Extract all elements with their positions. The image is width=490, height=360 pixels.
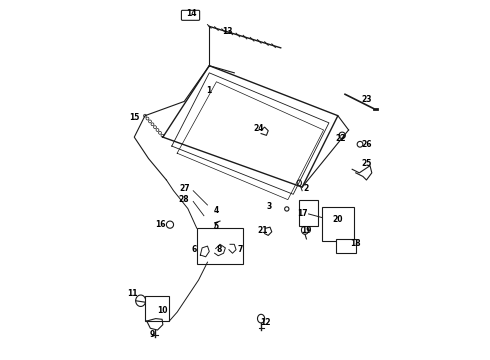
Text: 27: 27 <box>179 184 190 193</box>
Text: 13: 13 <box>222 27 232 36</box>
Bar <box>145 296 169 321</box>
Text: 16: 16 <box>155 220 165 229</box>
Text: 23: 23 <box>361 95 372 104</box>
Text: 24: 24 <box>253 124 264 133</box>
Text: 22: 22 <box>336 134 346 143</box>
FancyBboxPatch shape <box>181 10 199 20</box>
Text: 1: 1 <box>207 86 212 95</box>
Text: 15: 15 <box>129 113 140 122</box>
Bar <box>197 228 243 264</box>
Text: 18: 18 <box>350 239 360 248</box>
Text: 7: 7 <box>238 245 243 254</box>
Text: 10: 10 <box>157 306 168 315</box>
Text: 4: 4 <box>214 206 219 215</box>
Text: 11: 11 <box>127 289 138 298</box>
Text: 12: 12 <box>261 318 271 327</box>
Text: 8: 8 <box>217 245 222 254</box>
Text: 5: 5 <box>214 222 219 231</box>
Text: 28: 28 <box>178 195 189 204</box>
Text: 3: 3 <box>266 202 271 211</box>
Bar <box>322 207 354 241</box>
Text: 20: 20 <box>333 215 343 224</box>
Text: 14: 14 <box>186 9 196 18</box>
Bar <box>298 200 318 226</box>
Text: 2: 2 <box>304 184 309 193</box>
Text: 17: 17 <box>297 210 307 219</box>
Text: 9: 9 <box>149 330 155 339</box>
Text: 21: 21 <box>257 225 268 234</box>
Text: 25: 25 <box>361 159 371 168</box>
Text: 6: 6 <box>192 245 197 254</box>
Text: 19: 19 <box>301 226 312 235</box>
Bar <box>336 239 356 253</box>
Text: 26: 26 <box>361 140 372 149</box>
